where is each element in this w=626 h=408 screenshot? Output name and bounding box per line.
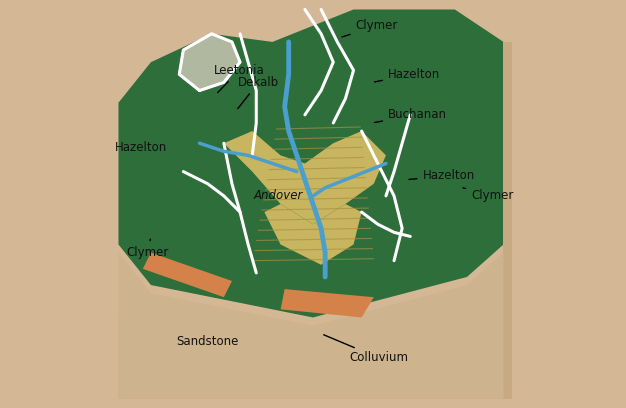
Polygon shape bbox=[179, 34, 240, 91]
Polygon shape bbox=[224, 131, 386, 224]
Polygon shape bbox=[118, 253, 503, 399]
Polygon shape bbox=[118, 244, 503, 399]
Text: Andover: Andover bbox=[254, 189, 303, 202]
Text: Clymer: Clymer bbox=[126, 239, 169, 259]
Text: Leetonia: Leetonia bbox=[213, 64, 264, 93]
Polygon shape bbox=[118, 317, 503, 399]
Polygon shape bbox=[503, 42, 511, 399]
Text: Colluvium: Colluvium bbox=[324, 335, 409, 364]
Text: Hazelton: Hazelton bbox=[409, 169, 475, 182]
Text: Hazelton: Hazelton bbox=[115, 141, 167, 154]
Text: Clymer: Clymer bbox=[463, 188, 513, 202]
Text: Sandstone: Sandstone bbox=[177, 335, 239, 348]
Polygon shape bbox=[280, 289, 374, 317]
Polygon shape bbox=[143, 253, 232, 297]
Polygon shape bbox=[264, 204, 362, 265]
Text: Hazelton: Hazelton bbox=[374, 68, 440, 82]
Text: Clymer: Clymer bbox=[342, 19, 398, 37]
Polygon shape bbox=[118, 9, 503, 317]
Text: Buchanan: Buchanan bbox=[374, 109, 447, 122]
Text: Dekalb: Dekalb bbox=[238, 76, 279, 109]
